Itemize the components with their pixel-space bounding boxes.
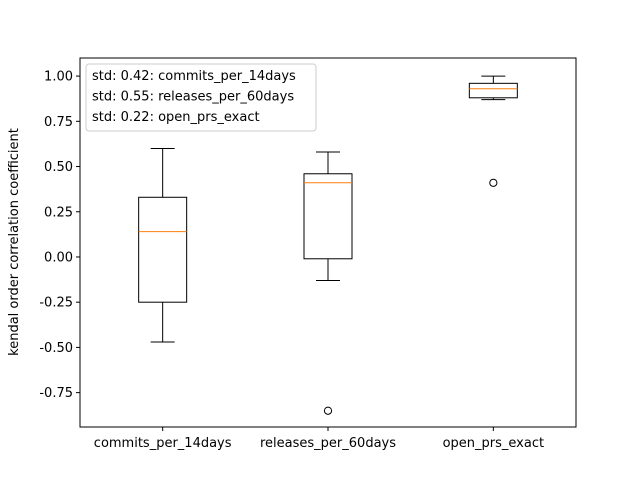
y-tick-label: -0.25 — [39, 296, 73, 311]
box-iqr — [138, 196, 188, 303]
y-tick-label: 0.50 — [44, 160, 73, 175]
x-tick-label: open_prs_exact — [443, 436, 545, 451]
y-tick-label: 0.00 — [44, 250, 73, 265]
outlier-point — [323, 406, 333, 415]
y-axis-label: kendal order correlation coefficient — [7, 128, 22, 356]
y-tick-label: 0.25 — [44, 205, 73, 220]
x-tick-label: releases_per_60days — [260, 436, 396, 451]
box-iqr — [303, 173, 353, 260]
plot-frame — [79, 57, 577, 428]
y-tick-label: 0.75 — [44, 115, 73, 130]
legend-frame — [85, 63, 317, 132]
x-tick-label: commits_per_14days — [94, 436, 232, 451]
y-tick-label: -0.50 — [39, 341, 73, 356]
box-group-releases_per_60days — [303, 151, 353, 415]
y-tick-label: 1.00 — [44, 70, 73, 85]
box-iqr — [468, 82, 518, 99]
legend-entry: std: 0.55: releases_per_60days — [92, 90, 294, 105]
outlier-point — [489, 178, 498, 187]
legend: std: 0.42: commits_per_14days std: 0.55: … — [85, 63, 317, 132]
y-tick-label: -0.75 — [39, 386, 73, 401]
legend-entry: std: 0.42: commits_per_14days — [92, 69, 296, 84]
box-group-commits_per_14days — [138, 147, 188, 343]
box-group-open_prs_exact — [468, 75, 518, 187]
legend-entry: std: 0.22: open_prs_exact — [92, 110, 260, 125]
plot-area: -0.75 -0.50 -0.25 0.00 0.25 0.50 0.75 1.00 commi… — [39, 57, 577, 451]
